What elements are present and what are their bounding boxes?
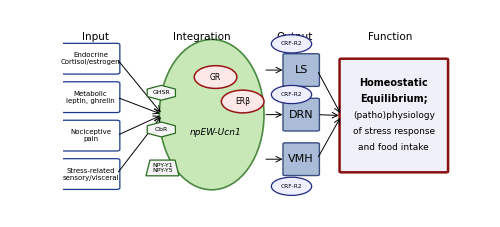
FancyBboxPatch shape (283, 98, 320, 131)
Ellipse shape (272, 177, 312, 195)
Text: GR: GR (210, 73, 221, 81)
Text: Integration: Integration (173, 32, 231, 42)
Text: NPY-Y1
NPY-Y5: NPY-Y1 NPY-Y5 (152, 163, 173, 173)
FancyBboxPatch shape (340, 59, 448, 172)
Text: of stress response: of stress response (353, 127, 435, 136)
Ellipse shape (222, 90, 264, 113)
Text: Nociceptive
pain: Nociceptive pain (70, 129, 111, 142)
Text: Function: Function (368, 32, 412, 42)
FancyBboxPatch shape (62, 82, 120, 113)
Ellipse shape (160, 39, 264, 190)
Text: VMH: VMH (288, 154, 314, 164)
FancyBboxPatch shape (62, 120, 120, 151)
Ellipse shape (272, 35, 312, 53)
Polygon shape (146, 160, 179, 176)
Polygon shape (147, 122, 176, 137)
Text: (patho)physiology: (patho)physiology (353, 111, 435, 120)
Text: and food intake: and food intake (358, 143, 429, 152)
Text: ERβ: ERβ (235, 97, 250, 106)
Text: Homeostatic: Homeostatic (360, 78, 428, 88)
Text: CRF-R2: CRF-R2 (280, 41, 302, 46)
Text: Input: Input (82, 32, 109, 42)
FancyBboxPatch shape (62, 43, 120, 74)
Text: CRF-R2: CRF-R2 (280, 92, 302, 97)
Text: GHSR: GHSR (152, 90, 170, 95)
Text: LS: LS (294, 65, 308, 75)
Text: Output: Output (277, 32, 313, 42)
FancyBboxPatch shape (283, 143, 320, 175)
Text: Endocrine
Cortisol/estrogen: Endocrine Cortisol/estrogen (61, 52, 120, 65)
Text: Metabolic
leptin, ghrelin: Metabolic leptin, ghrelin (66, 91, 115, 104)
Text: npEW-Ucn1: npEW-Ucn1 (190, 128, 242, 137)
Text: ObR: ObR (154, 127, 168, 132)
Text: DRN: DRN (289, 110, 314, 120)
FancyBboxPatch shape (62, 159, 120, 190)
Ellipse shape (272, 85, 312, 104)
Polygon shape (147, 85, 176, 100)
Text: Stress-related
sensory/visceral: Stress-related sensory/visceral (62, 168, 119, 180)
Ellipse shape (194, 66, 237, 88)
Text: Equilibrium;: Equilibrium; (360, 94, 428, 104)
Text: CRF-R2: CRF-R2 (280, 184, 302, 189)
FancyBboxPatch shape (283, 54, 320, 86)
